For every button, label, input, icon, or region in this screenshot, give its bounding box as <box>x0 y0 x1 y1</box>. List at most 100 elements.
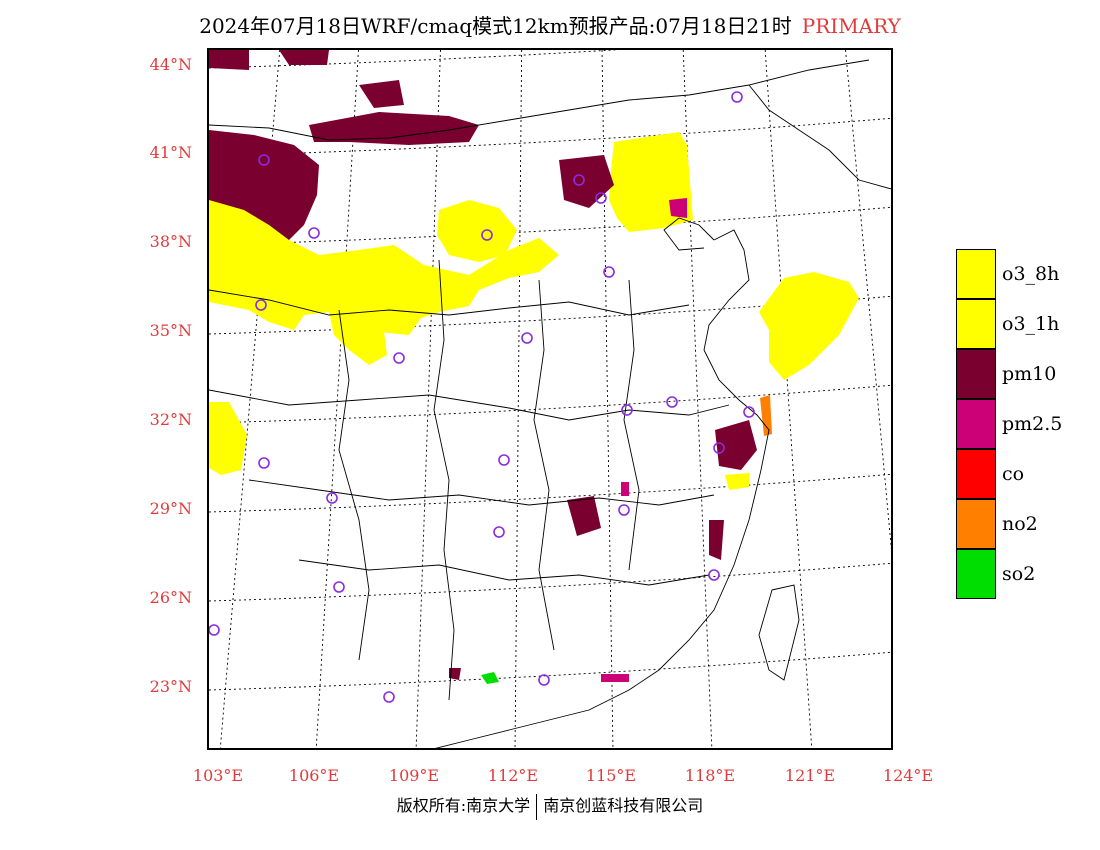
legend-swatch <box>956 499 996 549</box>
map-canvas <box>209 50 891 748</box>
longitude-gridline <box>315 50 359 748</box>
legend-swatch <box>956 349 996 399</box>
graticule <box>209 50 891 748</box>
city-marker <box>666 396 678 408</box>
primary-tag: PRIMARY <box>801 14 901 38</box>
longitude-gridline <box>514 50 523 748</box>
city-marker <box>521 332 533 344</box>
legend-label: o3_1h <box>1002 313 1060 335</box>
o3-area-zhejiang <box>725 473 749 490</box>
pm10-area-northwest <box>209 130 319 240</box>
pm10-area-inner-mongolia <box>309 112 479 145</box>
border-line-5 <box>338 309 370 661</box>
lat-label: 35°N <box>149 321 192 340</box>
footer-divider <box>536 793 538 820</box>
lon-label: 109°E <box>388 766 440 785</box>
border-line-7 <box>533 279 555 651</box>
no2-area-shanghai <box>760 395 772 436</box>
latitude-gridline <box>209 562 891 602</box>
city-marker <box>209 624 220 636</box>
city-marker <box>393 352 405 364</box>
city-marker <box>708 569 720 581</box>
pm25-area-tianjin <box>669 198 687 218</box>
lat-label: 26°N <box>149 588 192 607</box>
border-line-1 <box>209 289 690 316</box>
latitude-gridline <box>209 473 891 513</box>
city-marker <box>603 266 615 278</box>
mongolia-border <box>209 59 870 141</box>
legend-label: o3_8h <box>1002 263 1060 285</box>
o3-area-shaanxi <box>329 312 387 365</box>
lat-label: 29°N <box>149 499 192 518</box>
northeast-border <box>748 84 891 190</box>
lat-label: 23°N <box>149 677 192 696</box>
copyright-right: 南京创蓝科技有限公司 <box>543 796 704 815</box>
o3-area-shanxi <box>437 200 517 262</box>
lon-label: 124°E <box>882 766 934 785</box>
border-line-4 <box>298 559 710 586</box>
legend-label: co <box>1002 463 1025 485</box>
legend-swatch <box>956 449 996 499</box>
legend-label: no2 <box>1002 513 1038 535</box>
latitude-gridline <box>209 651 891 691</box>
city-marker <box>618 504 630 516</box>
lat-label: 32°N <box>149 410 192 429</box>
border-line-3 <box>248 479 715 506</box>
city-markers <box>209 91 755 703</box>
pm10-area-fujian <box>709 520 724 560</box>
pollutant-areas <box>209 50 859 684</box>
lon-label: 106°E <box>288 766 340 785</box>
city-marker <box>731 91 743 103</box>
legend-label: so2 <box>1002 563 1036 585</box>
latitude-gridline <box>209 206 891 246</box>
pm10-area-gobi <box>359 80 404 108</box>
city-marker <box>308 227 320 239</box>
so2-area-guangzhou <box>481 672 499 684</box>
lat-label: 41°N <box>149 143 192 162</box>
lon-label: 103°E <box>192 766 244 785</box>
pm10-area-beijing <box>559 155 614 208</box>
city-marker <box>498 454 510 466</box>
city-marker <box>595 192 607 204</box>
o3-area-sichuan <box>209 402 247 475</box>
pm25-area-hubei <box>621 482 629 496</box>
border-line-6 <box>433 259 455 701</box>
lon-label: 118°E <box>684 766 736 785</box>
legend-swatch <box>956 549 996 599</box>
border-line-8 <box>623 279 640 571</box>
pm10-area-hunan <box>567 496 601 536</box>
lat-label: 38°N <box>149 232 192 251</box>
longitude-gridline <box>415 50 441 748</box>
latitude-gridline <box>209 117 891 157</box>
coastline-bohai <box>663 217 715 251</box>
city-marker <box>743 406 755 418</box>
longitude-gridline <box>845 50 891 550</box>
city-marker <box>621 404 633 416</box>
longitude-gridline <box>601 50 614 748</box>
lon-label: 115°E <box>585 766 637 785</box>
coastline <box>435 229 770 748</box>
city-marker <box>255 299 267 311</box>
pm10-area-guangdong <box>449 668 461 680</box>
city-marker <box>713 442 725 454</box>
copyright-footer: 版权所有:南京大学 南京创蓝科技有限公司 <box>0 792 1100 820</box>
latitude-gridline <box>209 384 891 424</box>
city-marker <box>538 674 550 686</box>
city-marker <box>258 154 270 166</box>
legend-label: pm10 <box>1002 363 1057 385</box>
forecast-map <box>207 48 893 750</box>
o3-area-west-belt <box>209 200 559 335</box>
lat-label: 44°N <box>149 55 192 74</box>
pm10-area-jiangsu <box>715 420 757 470</box>
legend-swatch <box>956 249 996 299</box>
legend-swatch <box>956 299 996 349</box>
longitude-gridline <box>764 50 813 748</box>
taiwan-outline <box>758 584 800 681</box>
lon-label: 112°E <box>487 766 539 785</box>
province-borders <box>209 59 891 748</box>
city-marker <box>493 526 505 538</box>
city-marker <box>333 581 345 593</box>
city-marker <box>326 492 338 504</box>
o3-area-yellow-sea <box>759 272 859 380</box>
border-line-2 <box>209 389 730 421</box>
